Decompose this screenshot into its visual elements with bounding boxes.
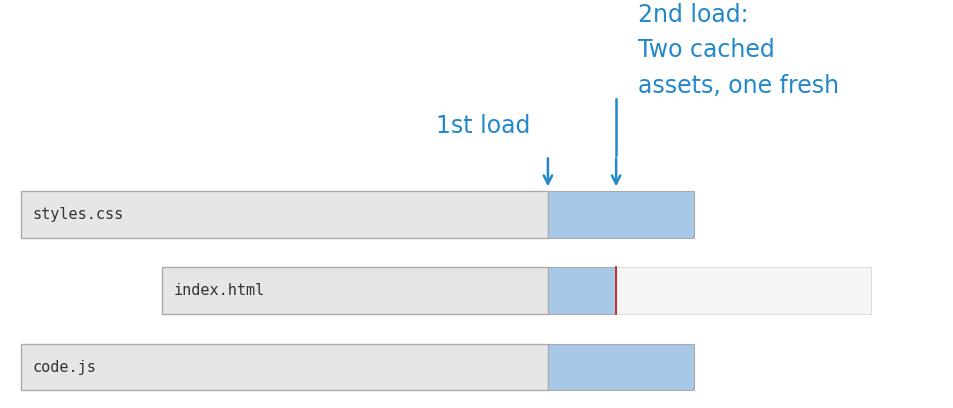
Text: 2nd load:
Two cached
assets, one fresh: 2nd load: Two cached assets, one fresh xyxy=(638,3,839,98)
Text: code.js: code.js xyxy=(32,359,96,375)
Bar xyxy=(547,344,694,390)
Text: 1st load: 1st load xyxy=(436,114,530,138)
Bar xyxy=(547,191,694,238)
Bar xyxy=(616,267,870,314)
Bar xyxy=(20,344,547,390)
Text: index.html: index.html xyxy=(173,283,265,298)
Bar xyxy=(547,267,616,314)
Bar xyxy=(20,191,547,238)
Text: styles.css: styles.css xyxy=(32,207,123,222)
Bar xyxy=(162,267,547,314)
